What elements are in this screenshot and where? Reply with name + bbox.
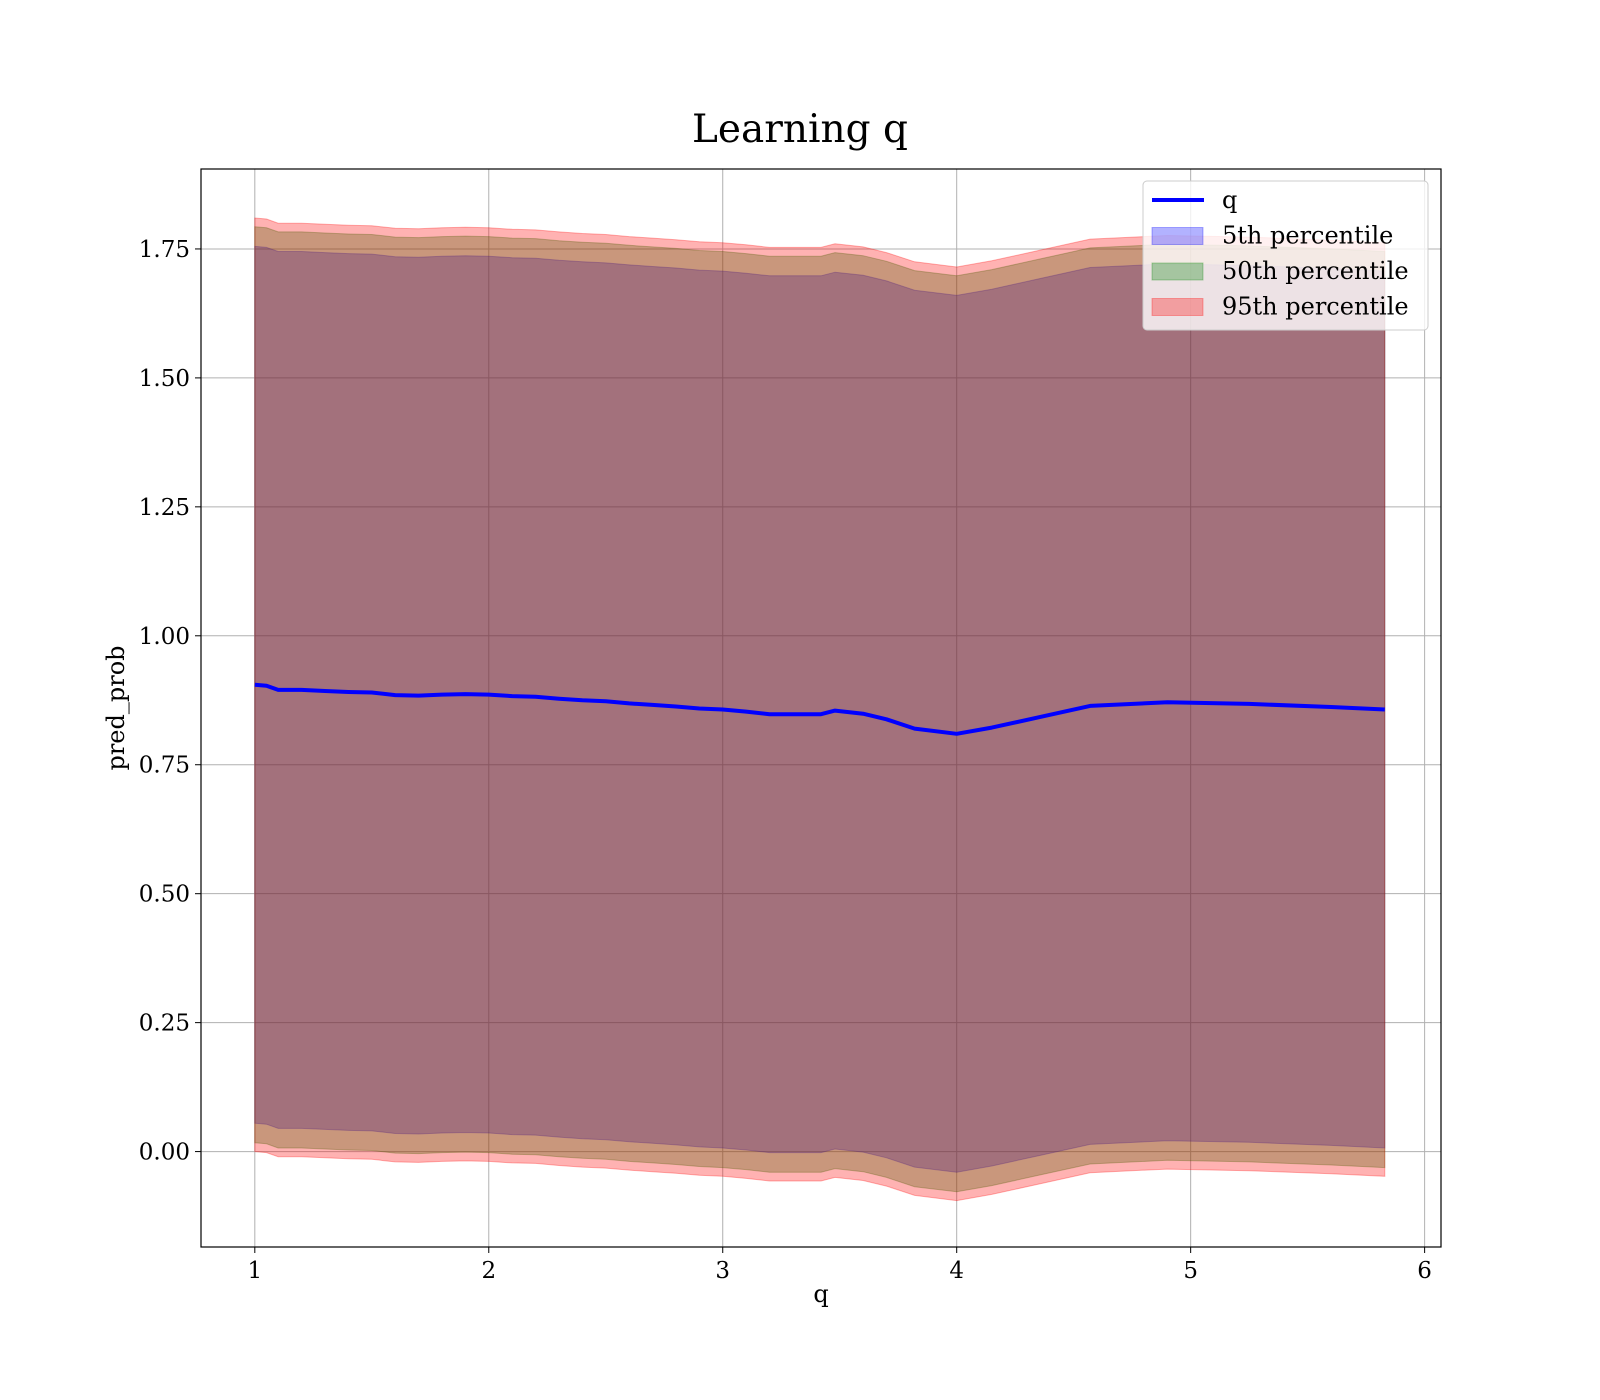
y-tick-label: 1.00	[139, 624, 190, 650]
legend: q 5th percentile 50th percentile 95th perce…	[1142, 180, 1429, 331]
y-tick-label: 0.50	[139, 882, 190, 908]
x-axis-label: q	[813, 1280, 828, 1308]
legend-q-label: q	[1222, 186, 1237, 214]
95th-percentile-band	[254, 217, 1386, 1202]
x-tick-label: 2	[481, 1258, 496, 1284]
x-tick-label: 3	[715, 1258, 730, 1284]
legend-box	[1142, 180, 1429, 331]
y-tick-label: 1.75	[139, 237, 190, 263]
legend-50th-percentile-swatch	[1151, 262, 1204, 281]
y-tick-label: 0.25	[139, 1011, 190, 1037]
y-axis-ticks: 0.00 0.25 0.50 0.75 1.00 1.25 1.50 1.75	[139, 237, 201, 1166]
x-axis-ticks: 1 2 3 4 5 6	[247, 1247, 1432, 1284]
x-tick-label: 1	[247, 1258, 262, 1284]
y-tick-label: 1.50	[139, 366, 190, 392]
x-tick-label: 5	[1183, 1258, 1198, 1284]
legend-50th-percentile-label: 50th percentile	[1222, 257, 1409, 285]
y-tick-label: 0.75	[139, 753, 190, 779]
50th-percentile-band	[254, 226, 1386, 1193]
percentile-bands	[254, 217, 1386, 1202]
y-tick-label: 1.25	[139, 495, 190, 521]
5th-percentile-band	[254, 245, 1386, 1173]
x-tick-label: 4	[949, 1258, 964, 1284]
chart-title: Learning q	[692, 107, 908, 152]
legend-95th-percentile-swatch	[1151, 298, 1204, 316]
plot-frame	[200, 168, 1442, 1248]
y-tick-label: 0.00	[139, 1140, 190, 1166]
y-axis-label: pred_prob	[102, 645, 130, 770]
x-tick-label: 6	[1417, 1258, 1432, 1284]
legend-5th-percentile-swatch	[1151, 227, 1204, 245]
legend-5th-percentile-label: 5th percentile	[1222, 222, 1393, 250]
q-line	[254, 682, 1385, 736]
series-lines	[254, 682, 1385, 736]
legend-95th-percentile-label: 95th percentile	[1222, 293, 1409, 321]
